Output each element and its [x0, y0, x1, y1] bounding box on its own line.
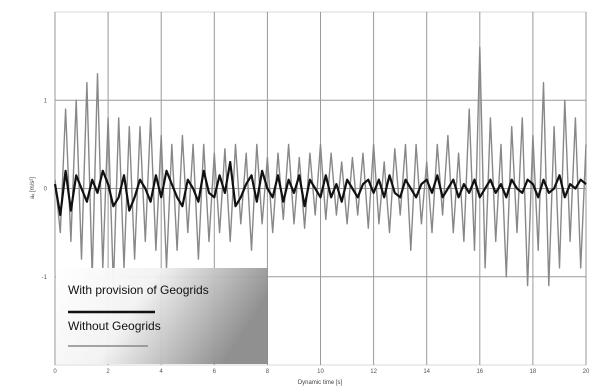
y-tick-label: 1: [44, 98, 48, 104]
x-tick-label: 16: [476, 369, 483, 375]
x-axis-label: Dynamic time [s]: [298, 380, 343, 386]
x-tick-label: 4: [160, 369, 164, 375]
x-tick-label: 10: [317, 369, 324, 375]
x-tick-label: 8: [266, 369, 270, 375]
x-tick-label: 20: [583, 369, 590, 375]
y-axis-label: aₓ [m/s²]: [30, 177, 36, 199]
x-tick-label: 18: [530, 369, 537, 375]
x-axis-ticks: 0 2 4 6 8 10 12 14 16 18 20: [53, 369, 590, 375]
x-tick-label: 6: [213, 369, 217, 375]
legend-label-without-geogrids: Without Geogrids: [68, 319, 161, 333]
legend-label-with-geogrids: With provision of Geogrids: [68, 283, 209, 297]
y-tick-label: -1: [42, 275, 48, 281]
x-tick-label: 2: [106, 369, 110, 375]
x-tick-label: 14: [423, 369, 430, 375]
y-axis-ticks: 1 0 -1: [42, 98, 48, 281]
x-tick-label: 12: [370, 369, 377, 375]
y-tick-label: 0: [44, 187, 48, 193]
x-tick-label: 0: [53, 369, 57, 375]
legend: With provision of Geogrids Without Geogr…: [56, 268, 268, 364]
